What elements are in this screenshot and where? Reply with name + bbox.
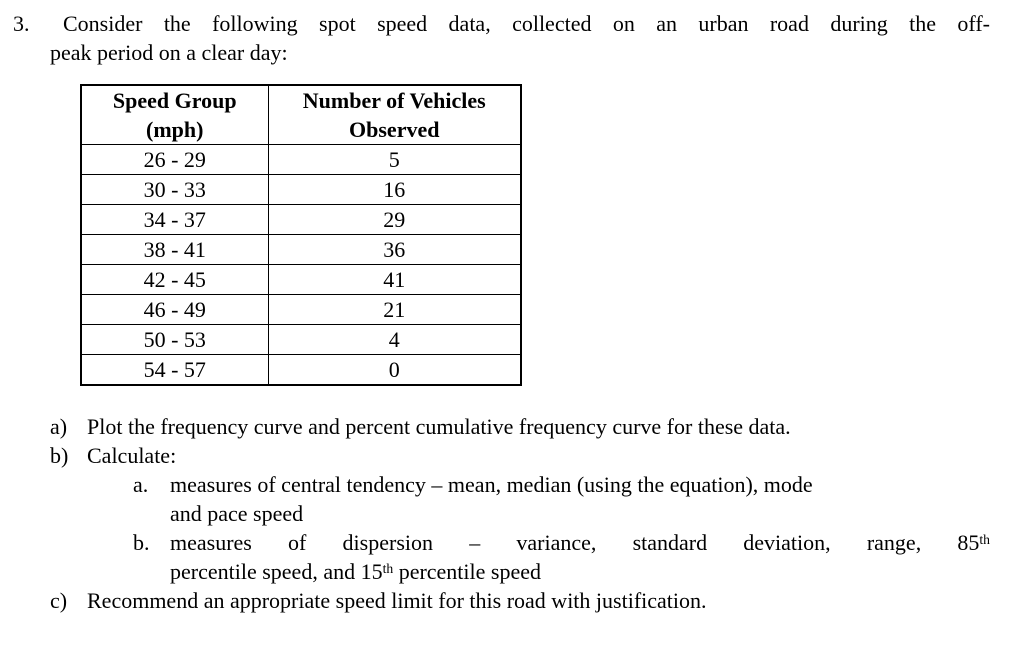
cell-speed-group: 30 - 33 <box>80 174 269 205</box>
table-row: 54 - 57 0 <box>80 354 522 386</box>
table-row: 34 - 37 29 <box>80 204 522 235</box>
subquestion-a: a. measures of central tendency – mean, … <box>133 470 990 528</box>
intro-line-1: Consider the following spot speed data, … <box>63 11 990 36</box>
cell-vehicles: 4 <box>267 324 522 355</box>
header-vehicles-line1: Number of Vehicles <box>302 88 486 113</box>
cell-vehicles: 36 <box>267 234 522 265</box>
cell-speed-group: 50 - 53 <box>80 324 269 355</box>
question-c-text: Recommend an appropriate speed limit for… <box>87 588 707 613</box>
subquestion-b-line2-pre: percentile speed, and 15 <box>170 559 383 584</box>
question-b-label: b) <box>50 443 69 468</box>
header-vehicles-line2: Observed <box>349 117 440 142</box>
table-row: 42 - 45 41 <box>80 264 522 295</box>
header-vehicles: Number of Vehicles Observed <box>267 84 522 145</box>
question-b-sublist: a. measures of central tendency – mean, … <box>133 470 990 586</box>
cell-speed-group: 26 - 29 <box>80 144 269 175</box>
subquestion-b-label: b. <box>133 530 150 555</box>
cell-vehicles: 5 <box>267 144 522 175</box>
problem-number: 3. <box>13 11 30 36</box>
subquestion-b: b. measures of dispersion – variance, st… <box>133 528 990 586</box>
question-a-text: Plot the frequency curve and percent cum… <box>87 414 791 439</box>
question-a: a) Plot the frequency curve and percent … <box>50 412 990 441</box>
cell-speed-group: 38 - 41 <box>80 234 269 265</box>
subquestion-b-line2-post: percentile speed <box>393 559 541 584</box>
subquestion-b-line1: measures of dispersion – variance, stand… <box>170 528 990 557</box>
intro-line-2: peak period on a clear day: <box>50 40 288 65</box>
question-c-label: c) <box>50 588 68 613</box>
table-row: 38 - 41 36 <box>80 234 522 265</box>
subquestion-a-line2: and pace speed <box>170 501 304 526</box>
table-row: 46 - 49 21 <box>80 294 522 325</box>
subquestion-b-line1-text: measures of dispersion – variance, stand… <box>170 530 980 555</box>
subquestion-b-line2: percentile speed, and 15th percentile sp… <box>170 557 990 586</box>
subquestion-b-line1-ordinal: th <box>979 532 990 547</box>
subquestion-b-line2-ordinal: th <box>382 561 394 576</box>
cell-vehicles: 41 <box>267 264 522 295</box>
header-speed-group-line2: (mph) <box>146 117 204 142</box>
question-b: b) Calculate: a. measures of central ten… <box>50 441 990 586</box>
question-list: a) Plot the frequency curve and percent … <box>50 412 990 615</box>
header-row: Speed Group (mph) Number of Vehicles Obser… <box>80 84 522 145</box>
header-speed-group-line1: Speed Group <box>112 88 237 113</box>
cell-speed-group: 34 - 37 <box>80 204 269 235</box>
subquestion-a-label: a. <box>133 472 149 497</box>
question-b-text: Calculate: <box>87 443 177 468</box>
cell-vehicles: 21 <box>267 294 522 325</box>
table-body: 26 - 29 5 30 - 33 16 34 - 37 29 38 - 41 … <box>80 144 522 386</box>
cell-speed-group: 54 - 57 <box>80 354 269 386</box>
cell-vehicles: 16 <box>267 174 522 205</box>
table-header: Speed Group (mph) Number of Vehicles Obser… <box>80 84 522 145</box>
table-row: 26 - 29 5 <box>80 144 522 175</box>
table-row: 30 - 33 16 <box>80 174 522 205</box>
spot-speed-data-table: Speed Group (mph) Number of Vehicles Obser… <box>80 84 522 386</box>
subquestion-a-line1: measures of central tendency – mean, med… <box>170 472 813 497</box>
problem-intro: Consider the following spot speed data, … <box>50 9 990 67</box>
cell-vehicles: 29 <box>267 204 522 235</box>
table-row: 50 - 53 4 <box>80 324 522 355</box>
question-a-label: a) <box>50 414 68 439</box>
problem-3: 3. Consider the following spot speed dat… <box>0 0 1024 67</box>
cell-speed-group: 42 - 45 <box>80 264 269 295</box>
cell-speed-group: 46 - 49 <box>80 294 269 325</box>
cell-vehicles: 0 <box>267 354 522 386</box>
header-speed-group: Speed Group (mph) <box>80 84 269 145</box>
question-c: c) Recommend an appropriate speed limit … <box>50 586 990 615</box>
